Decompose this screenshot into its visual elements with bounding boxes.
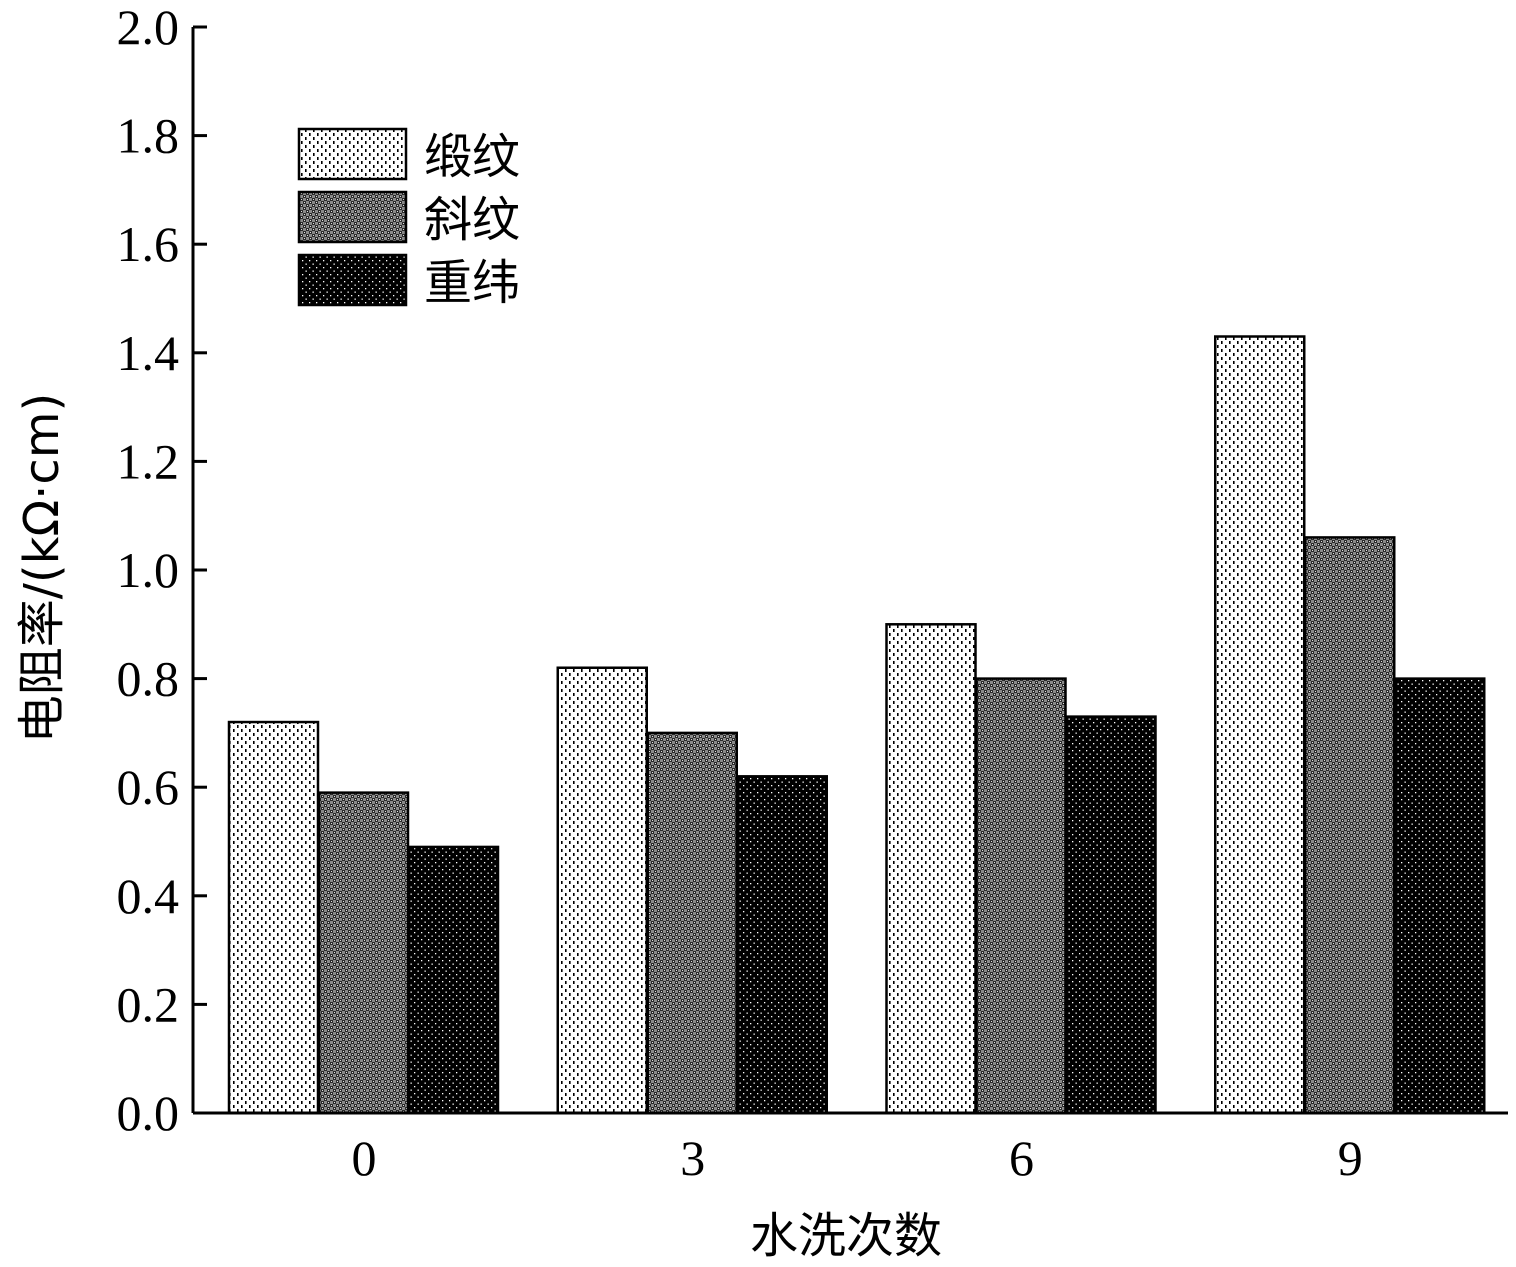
legend-label-2: 斜纹 xyxy=(424,192,520,248)
bars-group xyxy=(227,335,1486,1115)
bar-1-0 xyxy=(227,720,320,1115)
bar-3-9 xyxy=(1394,677,1486,1115)
legend-label-3: 重纬 xyxy=(424,255,520,311)
y-tick-label: 1.8 xyxy=(117,108,180,164)
legend-swatch-1 xyxy=(297,127,408,181)
y-axis-title: 电阻率/(kΩ·cm) xyxy=(14,393,70,744)
y-tick-label: 1.0 xyxy=(117,542,180,598)
bar-1-6 xyxy=(885,623,977,1115)
x-tick-label: 0 xyxy=(352,1130,377,1186)
bar-2-0 xyxy=(317,791,410,1115)
bar-3-0 xyxy=(407,845,500,1115)
legend-swatch-2 xyxy=(297,190,408,244)
bar-2-9 xyxy=(1304,536,1396,1115)
y-tick-label: 1.4 xyxy=(117,325,180,381)
bar-2-6 xyxy=(975,677,1067,1115)
x-ticks-group: 0 3 6 9 xyxy=(352,1130,1363,1186)
legend-label-1: 缎纹 xyxy=(424,129,520,185)
y-tick-label: 0.8 xyxy=(117,651,180,707)
y-tick-label: 1.6 xyxy=(117,216,180,272)
bar-3-3 xyxy=(736,775,828,1115)
legend-swatch-3 xyxy=(297,253,408,307)
bar-1-3 xyxy=(556,666,648,1115)
bar-2-3 xyxy=(646,731,738,1115)
y-ticks-group: 0.0 0.2 0.4 0.6 0.8 1.0 1.2 1.4 1.6 1.8 2.0 xyxy=(117,0,207,1141)
bar-1-9 xyxy=(1214,335,1306,1115)
y-tick-label: 0.6 xyxy=(117,759,180,815)
y-tick-label: 1.2 xyxy=(117,433,180,489)
y-tick-label: 0.4 xyxy=(117,868,180,924)
y-tick-label: 0.0 xyxy=(117,1085,180,1141)
x-tick-label: 6 xyxy=(1009,1130,1034,1186)
x-axis-title: 水洗次数 xyxy=(750,1208,942,1264)
bar-3-6 xyxy=(1065,715,1157,1115)
y-tick-label: 2.0 xyxy=(117,0,180,55)
x-tick-label: 3 xyxy=(680,1130,705,1186)
x-tick-label: 9 xyxy=(1338,1130,1363,1186)
y-tick-label: 0.2 xyxy=(117,976,180,1032)
